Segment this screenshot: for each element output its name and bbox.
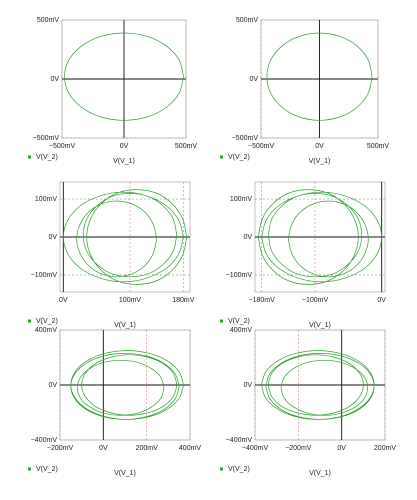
y-tick-label: 0V — [48, 382, 57, 389]
y-tick-label: 0V — [48, 234, 57, 241]
x-tick-label: −500mV — [49, 143, 76, 150]
y-tick-label: 500mV — [236, 17, 259, 24]
x-tick-label: 400mV — [179, 445, 202, 452]
trajectory — [266, 32, 373, 121]
legend-marker — [28, 319, 31, 323]
legend-marker — [220, 467, 223, 471]
x-axis-label: V(V_1) — [114, 322, 136, 329]
legend-marker — [28, 467, 31, 471]
y-tick-label: 0V — [249, 76, 258, 83]
x-tick-label: −180mV — [249, 297, 276, 304]
y-tick-label: −400mV — [226, 437, 253, 444]
y-tick-label: −100mV — [226, 272, 253, 279]
x-tick-label: 0V — [377, 297, 386, 304]
trajectory — [62, 189, 188, 285]
trajectory — [64, 32, 184, 121]
legend-label: V(V_2) — [228, 318, 250, 325]
x-tick-label: −200mV — [285, 445, 312, 452]
legend-label: V(V_2) — [36, 318, 58, 325]
trajectory — [261, 350, 375, 420]
y-tick-label: 400mV — [35, 327, 58, 334]
y-tick-label: 100mV — [35, 196, 58, 203]
x-tick-label: −400mV — [242, 445, 269, 452]
trajectory — [257, 189, 383, 285]
x-tick-label: 0V — [120, 143, 129, 150]
legend-label: V(V_2) — [228, 466, 250, 473]
x-tick-label: 100mV — [119, 297, 142, 304]
y-tick-label: −400mV — [31, 437, 58, 444]
legend-label: V(V_2) — [36, 154, 58, 161]
x-tick-label: 0V — [59, 297, 68, 304]
legend-marker — [28, 155, 31, 159]
x-tick-label: 0V — [337, 445, 346, 452]
y-tick-label: 0V — [243, 382, 252, 389]
y-tick-label: 0V — [50, 76, 59, 83]
y-tick-label: −100mV — [31, 272, 58, 279]
x-axis-label: V(V_1) — [309, 470, 331, 477]
x-tick-label: −500mV — [248, 143, 275, 150]
x-tick-label: 0V — [315, 143, 324, 150]
x-axis-label: V(V_1) — [113, 158, 135, 165]
x-tick-label: 200mV — [136, 445, 159, 452]
x-axis-label: V(V_1) — [309, 322, 331, 329]
x-tick-label: 0V — [99, 445, 108, 452]
x-tick-label: 180mV — [172, 297, 195, 304]
legend-marker — [220, 155, 223, 159]
y-tick-label: −500mV — [232, 135, 259, 142]
legend-label: V(V_2) — [36, 466, 58, 473]
legend-label: V(V_2) — [228, 154, 250, 161]
y-tick-label: 100mV — [230, 196, 253, 203]
x-tick-label: −100mV — [302, 297, 329, 304]
y-tick-label: 0V — [243, 234, 252, 241]
x-tick-label: −200mV — [47, 445, 74, 452]
y-tick-label: 400mV — [230, 327, 253, 334]
y-tick-label: 500mV — [37, 17, 60, 24]
x-tick-label: 500mV — [367, 143, 390, 150]
x-axis-label: V(V_1) — [114, 470, 136, 477]
legend-marker — [220, 319, 223, 323]
x-tick-label: 500mV — [175, 143, 198, 150]
trajectory — [70, 350, 184, 420]
y-tick-label: −500mV — [33, 135, 60, 142]
x-axis-label: V(V_1) — [309, 158, 331, 165]
x-tick-label: 200mV — [374, 445, 397, 452]
